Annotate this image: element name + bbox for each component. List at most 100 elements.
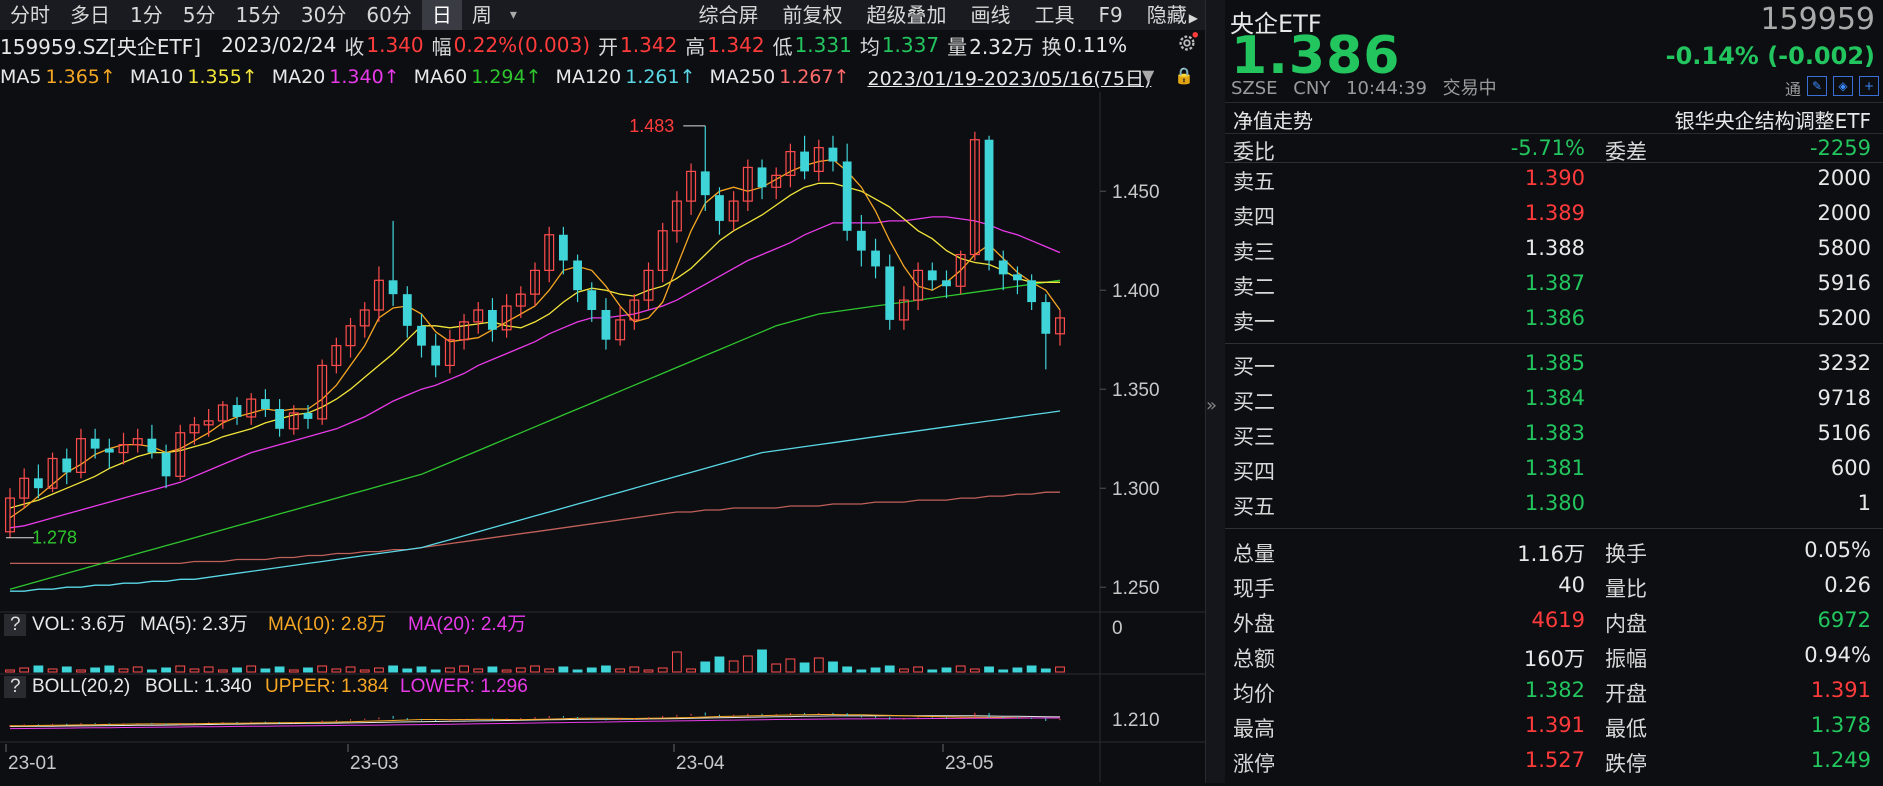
nav-trend-bar[interactable]: 净值走势 银华央企结构调整ETF: [1225, 102, 1883, 134]
stat-label: 总量: [1233, 542, 1275, 566]
tools-button[interactable]: 工具: [1034, 3, 1075, 27]
kline-chart-area[interactable]: 1.450 1.400 1.350 1.300 1.250 1.483 1.278? VOL:…: [0, 92, 1205, 782]
bid-row[interactable]: 买一 1.385 3232: [1225, 347, 1883, 382]
volume-bar: [799, 662, 810, 673]
stat-value: 0.05%: [1804, 538, 1871, 562]
quote-time: 10:44:39: [1346, 78, 1427, 99]
tab-intraday[interactable]: 分时: [10, 3, 50, 27]
tong-label[interactable]: 通: [1784, 80, 1801, 99]
add-icon[interactable]: +: [1859, 76, 1879, 96]
volume-bar: [1040, 668, 1051, 673]
candle-body: [75, 438, 86, 473]
volume-bar: [416, 666, 427, 673]
candle-body: [885, 266, 895, 320]
orderbook-divider: [1225, 343, 1883, 344]
gear-icon[interactable]: [1176, 32, 1198, 54]
ask-row[interactable]: 卖二 1.387 5916: [1225, 267, 1883, 302]
volume-bar: [671, 651, 682, 673]
volume-bar: [742, 655, 753, 673]
volume-bar: [899, 668, 909, 673]
stat-value: 0.26: [1824, 573, 1871, 597]
kline-chart-svg[interactable]: 1.450 1.400 1.350 1.300 1.250 1.483 1.278? VOL:…: [0, 92, 1205, 782]
weibi-row: 委比 -5.71% 委差 -2259: [1225, 132, 1883, 167]
collapse-handle-icon[interactable]: »: [1206, 395, 1218, 416]
candle-body: [715, 195, 724, 221]
candle-body: [942, 280, 951, 287]
draw-line-button[interactable]: 画线: [970, 3, 1011, 27]
ask-row[interactable]: 卖三 1.388 5800: [1225, 232, 1883, 267]
ma20-line: [9, 216, 1061, 529]
stat-row: 总量 1.16万 换手 0.05%: [1225, 534, 1883, 569]
bid-row[interactable]: 买五 1.380 1: [1225, 487, 1883, 522]
y-tick-label: 1.300: [1112, 479, 1160, 500]
candle-body: [955, 253, 966, 287]
candle-body: [118, 444, 129, 454]
volume-bar: [274, 666, 285, 673]
bid-row[interactable]: 买四 1.381 600: [1225, 452, 1883, 487]
tab-weekly[interactable]: 周: [471, 3, 492, 27]
candle-body: [813, 147, 824, 172]
volume-bar: [856, 669, 867, 673]
ma-legend-name: MA250: [709, 66, 776, 88]
vol-value: 2.32万: [969, 34, 1034, 59]
candle-body: [303, 412, 313, 419]
bid-row[interactable]: 买二 1.384 9718: [1225, 382, 1883, 417]
close-value: 1.340: [366, 33, 424, 57]
candle-body: [856, 230, 866, 251]
stat-label: 外盘: [1233, 612, 1275, 636]
hide-button[interactable]: 隐藏 ▶: [1135, 0, 1210, 30]
weicha-label: 委差: [1605, 140, 1647, 164]
quote-icons: 通 ✎ ◈ +: [1785, 76, 1879, 100]
low-label: 低: [772, 34, 793, 59]
lock-icon[interactable]: 🔒: [1174, 66, 1194, 85]
tab-5min[interactable]: 5分: [182, 3, 216, 27]
period-more-icon[interactable]: ▾: [509, 7, 517, 23]
tab-30min[interactable]: 30分: [300, 3, 347, 27]
ask-label: 卖一: [1233, 310, 1275, 334]
tab-15min[interactable]: 15分: [235, 3, 281, 27]
volume-bar: [1026, 665, 1037, 673]
forward-adjust-button[interactable]: 前复权: [782, 3, 843, 27]
stat-label: 振幅: [1605, 647, 1647, 671]
f9-button[interactable]: F9: [1098, 3, 1123, 27]
candle-body: [246, 398, 257, 418]
bid-volume: 600: [1830, 456, 1871, 480]
bid-volume: 9718: [1817, 386, 1871, 410]
stat-row: 总额 160万 振幅 0.94%: [1225, 639, 1883, 674]
weibi-label: 委比: [1233, 140, 1275, 164]
candle-body: [686, 170, 697, 202]
candle-body: [5, 497, 15, 533]
date-range[interactable]: 2023/01/19-2023/05/16(75日): [867, 67, 1152, 90]
volume-bar: [657, 667, 668, 673]
tab-60min[interactable]: 60分: [366, 3, 412, 27]
candle-body: [984, 139, 994, 261]
ask-row[interactable]: 卖五 1.390 2000: [1225, 162, 1883, 197]
bid-row[interactable]: 买三 1.383 5106: [1225, 417, 1883, 452]
tab-1min[interactable]: 1分: [130, 3, 163, 27]
volume-bar: [998, 669, 1009, 673]
candle-body: [217, 404, 228, 422]
ask-row[interactable]: 卖四 1.389 2000: [1225, 197, 1883, 232]
composite-screen-button[interactable]: 综合屏: [698, 3, 759, 27]
volume-bar: [76, 669, 86, 673]
volume-bar: [842, 666, 853, 673]
candle-body: [317, 364, 328, 420]
volume-bar: [501, 669, 512, 673]
stat-label: 换手: [1605, 542, 1647, 566]
vol-ma5: MA(5): 2.3万: [140, 614, 248, 635]
tab-multiday[interactable]: 多日: [70, 3, 110, 27]
volume-bar: [189, 668, 200, 673]
volume-bar: [33, 665, 44, 673]
candle-body: [47, 457, 58, 489]
help-icon-glyph: ?: [10, 676, 21, 697]
super-overlay-button[interactable]: 超级叠加: [866, 3, 947, 27]
tab-daily[interactable]: 日: [421, 0, 462, 30]
alert-icon[interactable]: ◈: [1833, 76, 1853, 96]
range-dropdown-icon[interactable]: ▼: [1142, 66, 1155, 85]
candle-body: [757, 167, 767, 188]
ask-row[interactable]: 卖一 1.386 5200: [1225, 302, 1883, 337]
stat-label: 现手: [1233, 577, 1275, 601]
edit-icon[interactable]: ✎: [1807, 76, 1827, 96]
toolbar-right: 综合屏 前复权 超级叠加 画线 工具 F9 隐藏 ▶: [687, 0, 1210, 30]
volume-bar: [388, 665, 399, 673]
